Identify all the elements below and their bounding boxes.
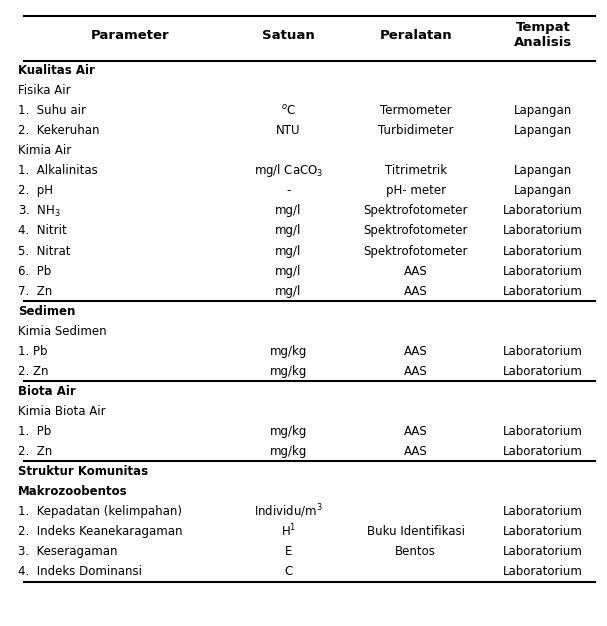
Text: mg/kg: mg/kg <box>270 345 307 357</box>
Text: Laboratorium: Laboratorium <box>503 505 583 518</box>
Text: 2.  pH: 2. pH <box>18 185 53 197</box>
Text: mg/l CaCO$_{3}$: mg/l CaCO$_{3}$ <box>254 162 323 180</box>
Text: mg/l: mg/l <box>275 285 302 297</box>
Text: mg/l: mg/l <box>275 245 302 257</box>
Text: 6.  Pb: 6. Pb <box>18 265 52 277</box>
Text: mg/l: mg/l <box>275 265 302 277</box>
Text: pH- meter: pH- meter <box>385 185 446 197</box>
Text: Spektrofotometer: Spektrofotometer <box>364 225 468 237</box>
Text: Bentos: Bentos <box>395 545 436 558</box>
Text: Struktur Komunitas: Struktur Komunitas <box>18 465 148 478</box>
Text: Lapangan: Lapangan <box>514 185 572 197</box>
Text: Laboratorium: Laboratorium <box>503 365 583 377</box>
Text: 1.  Kepadatan (kelimpahan): 1. Kepadatan (kelimpahan) <box>18 505 182 518</box>
Text: Laboratorium: Laboratorium <box>503 265 583 277</box>
Text: 3.  Keseragaman: 3. Keseragaman <box>18 545 118 558</box>
Text: Lapangan: Lapangan <box>514 105 572 117</box>
Text: Titrimetrik: Titrimetrik <box>385 165 447 177</box>
Text: Laboratorium: Laboratorium <box>503 545 583 558</box>
Text: 2. Zn: 2. Zn <box>18 365 49 377</box>
Text: Biota Air: Biota Air <box>18 385 76 398</box>
Text: Laboratorium: Laboratorium <box>503 525 583 538</box>
Text: 1.  Suhu air: 1. Suhu air <box>18 105 86 117</box>
Text: Sedimen: Sedimen <box>18 305 76 317</box>
Text: Spektrofotometer: Spektrofotometer <box>364 205 468 217</box>
Text: AAS: AAS <box>404 425 428 438</box>
Text: 1. Pb: 1. Pb <box>18 345 48 357</box>
Text: 5.  Nitrat: 5. Nitrat <box>18 245 70 257</box>
Text: E: E <box>285 545 292 558</box>
Text: Laboratorium: Laboratorium <box>503 445 583 458</box>
Text: Parameter: Parameter <box>91 29 170 41</box>
Text: 4.  Nitrit: 4. Nitrit <box>18 225 67 237</box>
Text: Turbidimeter: Turbidimeter <box>378 125 453 137</box>
Text: Laboratorium: Laboratorium <box>503 245 583 257</box>
Text: 1.  Alkalinitas: 1. Alkalinitas <box>18 165 98 177</box>
Text: AAS: AAS <box>404 265 428 277</box>
Text: Laboratorium: Laboratorium <box>503 285 583 297</box>
Text: Kimia Biota Air: Kimia Biota Air <box>18 405 106 418</box>
Text: Lapangan: Lapangan <box>514 125 572 137</box>
Text: Spektrofotometer: Spektrofotometer <box>364 245 468 257</box>
Text: 1.  Pb: 1. Pb <box>18 425 52 438</box>
Text: Laboratorium: Laboratorium <box>503 565 583 578</box>
Text: Laboratorium: Laboratorium <box>503 225 583 237</box>
Text: Tempat: Tempat <box>516 21 571 34</box>
Text: AAS: AAS <box>404 445 428 458</box>
Text: Buku Identifikasi: Buku Identifikasi <box>367 525 465 538</box>
Text: Fisika Air: Fisika Air <box>18 85 71 97</box>
Text: Laboratorium: Laboratorium <box>503 425 583 438</box>
Text: 2.  Zn: 2. Zn <box>18 445 52 458</box>
Text: mg/l: mg/l <box>275 225 302 237</box>
Text: Kualitas Air: Kualitas Air <box>18 64 95 77</box>
Text: -: - <box>286 185 291 197</box>
Text: Laboratorium: Laboratorium <box>503 345 583 357</box>
Text: $^{o}$C: $^{o}$C <box>281 104 296 118</box>
Text: Lapangan: Lapangan <box>514 165 572 177</box>
Text: Laboratorium: Laboratorium <box>503 205 583 217</box>
Text: Peralatan: Peralatan <box>379 29 452 41</box>
Text: AAS: AAS <box>404 285 428 297</box>
Text: mg/kg: mg/kg <box>270 445 307 458</box>
Text: mg/l: mg/l <box>275 205 302 217</box>
Text: Kimia Air: Kimia Air <box>18 145 72 157</box>
Text: Satuan: Satuan <box>262 29 314 41</box>
Text: NTU: NTU <box>276 125 300 137</box>
Text: Termometer: Termometer <box>380 105 452 117</box>
Text: Analisis: Analisis <box>514 36 572 49</box>
Text: 3.  NH$_{3}$: 3. NH$_{3}$ <box>18 203 61 218</box>
Text: 7.  Zn: 7. Zn <box>18 285 52 297</box>
Text: 2.  Indeks Keanekaragaman: 2. Indeks Keanekaragaman <box>18 525 183 538</box>
Text: mg/kg: mg/kg <box>270 365 307 377</box>
Text: AAS: AAS <box>404 365 428 377</box>
Text: 4.  Indeks Dominansi: 4. Indeks Dominansi <box>18 565 142 578</box>
Text: H$^{1}$: H$^{1}$ <box>280 523 296 540</box>
Text: Kimia Sedimen: Kimia Sedimen <box>18 325 107 337</box>
Text: mg/kg: mg/kg <box>270 425 307 438</box>
Text: C: C <box>284 565 293 578</box>
Text: 2.  Kekeruhan: 2. Kekeruhan <box>18 125 100 137</box>
Text: Makrozoobentos: Makrozoobentos <box>18 485 128 498</box>
Text: Individu/m$^{3}$: Individu/m$^{3}$ <box>254 503 323 520</box>
Text: AAS: AAS <box>404 345 428 357</box>
